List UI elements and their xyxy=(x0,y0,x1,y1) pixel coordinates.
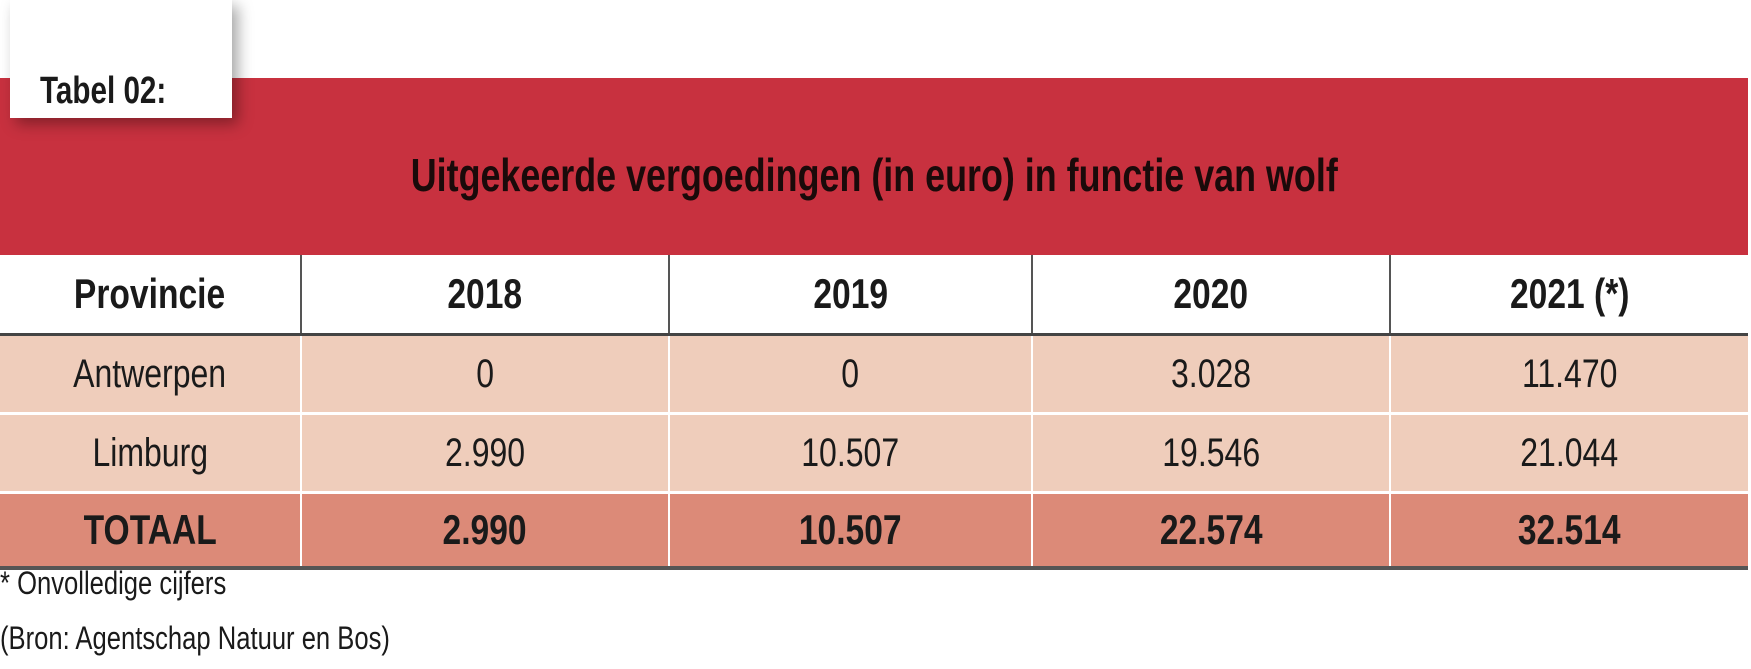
total-label: TOTAAL xyxy=(83,506,217,553)
header-2021: 2021 (*) xyxy=(1509,270,1630,317)
total-value: 10.507 xyxy=(799,506,902,553)
footnote: * Onvolledige cijfers xyxy=(0,565,283,602)
cell-value: 0 xyxy=(841,351,860,396)
table-cell: 2.990 xyxy=(302,494,670,566)
cell-value: 21.044 xyxy=(1520,430,1619,475)
cell-value: 3.028 xyxy=(1170,351,1252,396)
table-cell: TOTAAL xyxy=(0,494,302,566)
cell-province: Antwerpen xyxy=(73,351,227,396)
cell-value: 0 xyxy=(476,351,494,396)
header-cell: 2019 xyxy=(670,255,1033,333)
table-cell: 19.546 xyxy=(1033,415,1391,491)
table-cell: 10.507 xyxy=(670,415,1033,491)
footnote-source: (Bron: Agentschap Natuur en Bos) xyxy=(0,620,390,656)
table-cell: 2.990 xyxy=(302,415,670,491)
table-cell: 22.574 xyxy=(1033,494,1391,566)
cell-value: 2.990 xyxy=(444,430,526,475)
total-value: 32.514 xyxy=(1518,506,1621,553)
header-2019: 2019 xyxy=(813,270,888,317)
footnote: (Bron: Agentschap Natuur en Bos) xyxy=(0,620,487,657)
table-cell: 11.470 xyxy=(1391,336,1748,412)
header-cell: 2020 xyxy=(1033,255,1391,333)
header-cell: Provincie xyxy=(0,255,302,333)
table-cell: Limburg xyxy=(0,415,302,491)
total-value: 22.574 xyxy=(1159,506,1263,553)
cell-value: 19.546 xyxy=(1162,430,1260,475)
table-row: Antwerpen 0 0 3.028 11.470 xyxy=(0,336,1748,415)
footnote-incomplete: * Onvolledige cijfers xyxy=(0,565,227,601)
table-title: Uitgekeerde vergoedingen (in euro) in fu… xyxy=(410,149,1338,201)
table-title-wrap: Uitgekeerde vergoedingen (in euro) in fu… xyxy=(0,148,1748,202)
table-cell: 10.507 xyxy=(670,494,1033,566)
table-label-box: Tabel 02: xyxy=(10,0,232,118)
table-row: Limburg 2.990 10.507 19.546 21.044 xyxy=(0,415,1748,494)
header-row: Provincie 2018 2019 2020 2021 (*) xyxy=(0,255,1748,336)
table-cell: 21.044 xyxy=(1391,415,1748,491)
table-cell: 32.514 xyxy=(1391,494,1748,566)
cell-value: 10.507 xyxy=(801,430,900,475)
data-table: Provincie 2018 2019 2020 2021 (*) Antwer… xyxy=(0,255,1748,570)
cell-value: 11.470 xyxy=(1521,351,1618,396)
header-cell: 2021 (*) xyxy=(1391,255,1748,333)
table-cell: 0 xyxy=(670,336,1033,412)
total-value: 2.990 xyxy=(442,506,528,553)
title-band xyxy=(0,78,1748,255)
table-cell: Antwerpen xyxy=(0,336,302,412)
header-provincie: Provincie xyxy=(74,270,226,317)
total-row: TOTAAL 2.990 10.507 22.574 32.514 xyxy=(0,494,1748,570)
table-label: Tabel 02: xyxy=(40,70,167,112)
cell-province: Limburg xyxy=(92,430,208,475)
table-cell: 0 xyxy=(302,336,670,412)
table-cell: 3.028 xyxy=(1033,336,1391,412)
header-2020: 2020 xyxy=(1173,270,1249,317)
header-2018: 2018 xyxy=(447,270,523,317)
header-cell: 2018 xyxy=(302,255,670,333)
